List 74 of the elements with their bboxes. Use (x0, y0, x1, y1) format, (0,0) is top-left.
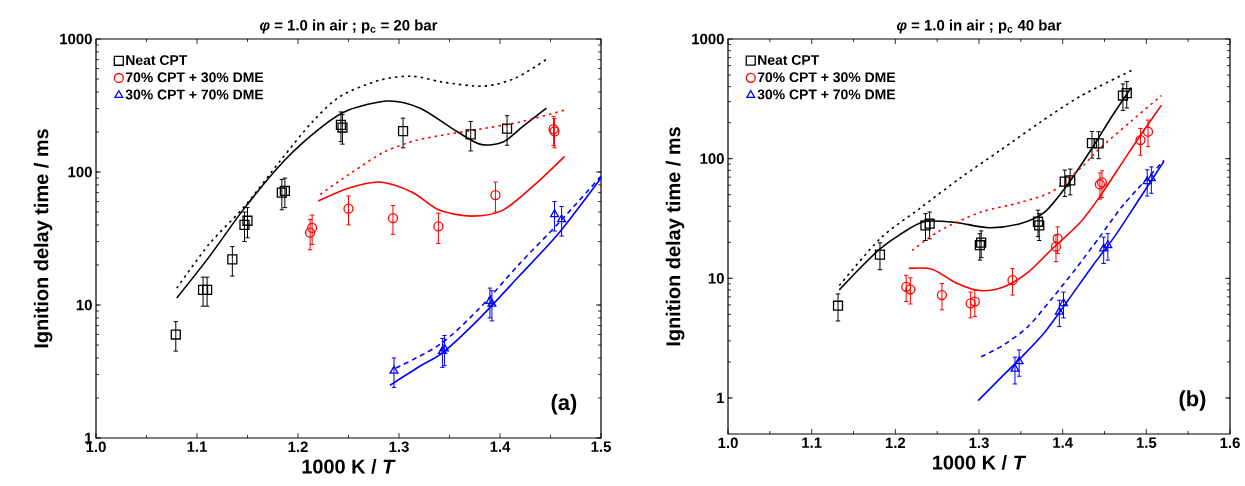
x-tick-label: 1.0 (718, 437, 738, 449)
y-tick-label: 1000 (692, 33, 724, 45)
chart-title: φ = 1.0 in air ; p$_{c}$ 40 bar (896, 19, 1062, 34)
line-series (317, 155, 566, 217)
y-tick-label: 10 (76, 299, 92, 311)
point (1146, 173, 1156, 182)
point (905, 284, 916, 295)
point (397, 125, 409, 137)
point (433, 221, 444, 232)
y-axis-title: Ignition delay time / ms (665, 127, 685, 346)
point (239, 219, 250, 231)
point (1007, 275, 1018, 286)
x-tick-label: 1.5 (1136, 437, 1157, 448)
line-series (911, 94, 1163, 252)
y-tick-label: 10 (708, 273, 724, 284)
point (1142, 176, 1152, 185)
point (490, 190, 501, 201)
point (343, 203, 354, 214)
x-tick-label: 1.3 (389, 441, 409, 453)
legend-label: Neat CPT (126, 55, 188, 66)
y-axis-title: Ignition delay time / ms (33, 129, 53, 348)
point (1034, 220, 1045, 231)
point (1010, 363, 1020, 372)
x-axis-title: 1000 K / T (933, 454, 1027, 470)
point (1058, 298, 1069, 307)
y-tick-label: 1 (717, 392, 725, 404)
x-tick-label: 1.2 (885, 437, 906, 448)
point (304, 227, 316, 238)
legend-label: 70% CPT + 30% DME (757, 72, 896, 83)
point (227, 254, 238, 265)
point (501, 123, 513, 134)
annotation: (a) (551, 394, 577, 415)
point (1014, 356, 1024, 365)
legend-label: Neat CPT (758, 55, 820, 65)
y-tick-label: 100 (700, 153, 724, 164)
point (201, 284, 213, 295)
point (1086, 137, 1098, 149)
point (874, 249, 886, 260)
y-tick-label: 100 (68, 166, 92, 178)
point (1054, 306, 1064, 315)
point (1099, 243, 1109, 252)
point (387, 212, 399, 224)
point (557, 214, 567, 223)
point (1059, 176, 1070, 187)
point (1103, 240, 1113, 249)
point (969, 296, 980, 307)
point (197, 284, 209, 295)
point (170, 329, 181, 340)
x-axis-title: 1000 K / T (302, 458, 396, 474)
point (465, 129, 476, 140)
x-tick-label: 1.3 (969, 437, 989, 449)
x-tick-label: 1.6 (1220, 437, 1240, 449)
annotation: (b) (1179, 390, 1206, 411)
line-series (319, 109, 566, 196)
point (1065, 175, 1076, 186)
legend-label: 70% CPT + 30% DME (125, 72, 264, 83)
x-tick-label: 1.4 (490, 441, 511, 452)
point (936, 289, 948, 301)
point (389, 365, 399, 374)
chart-title: φ = 1.0 in air ; p$_{c}$ = 20 bar (259, 19, 438, 34)
point (1093, 138, 1104, 149)
point (307, 222, 318, 234)
x-tick-label: 1.1 (187, 441, 207, 452)
x-tick-label: 1.2 (288, 441, 308, 452)
legend-label: 30% CPT + 70% DME (125, 89, 264, 100)
point (920, 220, 931, 231)
x-tick-label: 1.4 (1053, 437, 1073, 448)
x-tick-label: 1.1 (802, 437, 822, 448)
y-tick-label: 1000 (60, 33, 92, 45)
point (1052, 233, 1063, 244)
point (1142, 126, 1154, 137)
x-tick-label: 1.5 (591, 441, 611, 452)
point (832, 300, 844, 311)
legend-label: 30% CPT + 70% DME (757, 89, 896, 100)
